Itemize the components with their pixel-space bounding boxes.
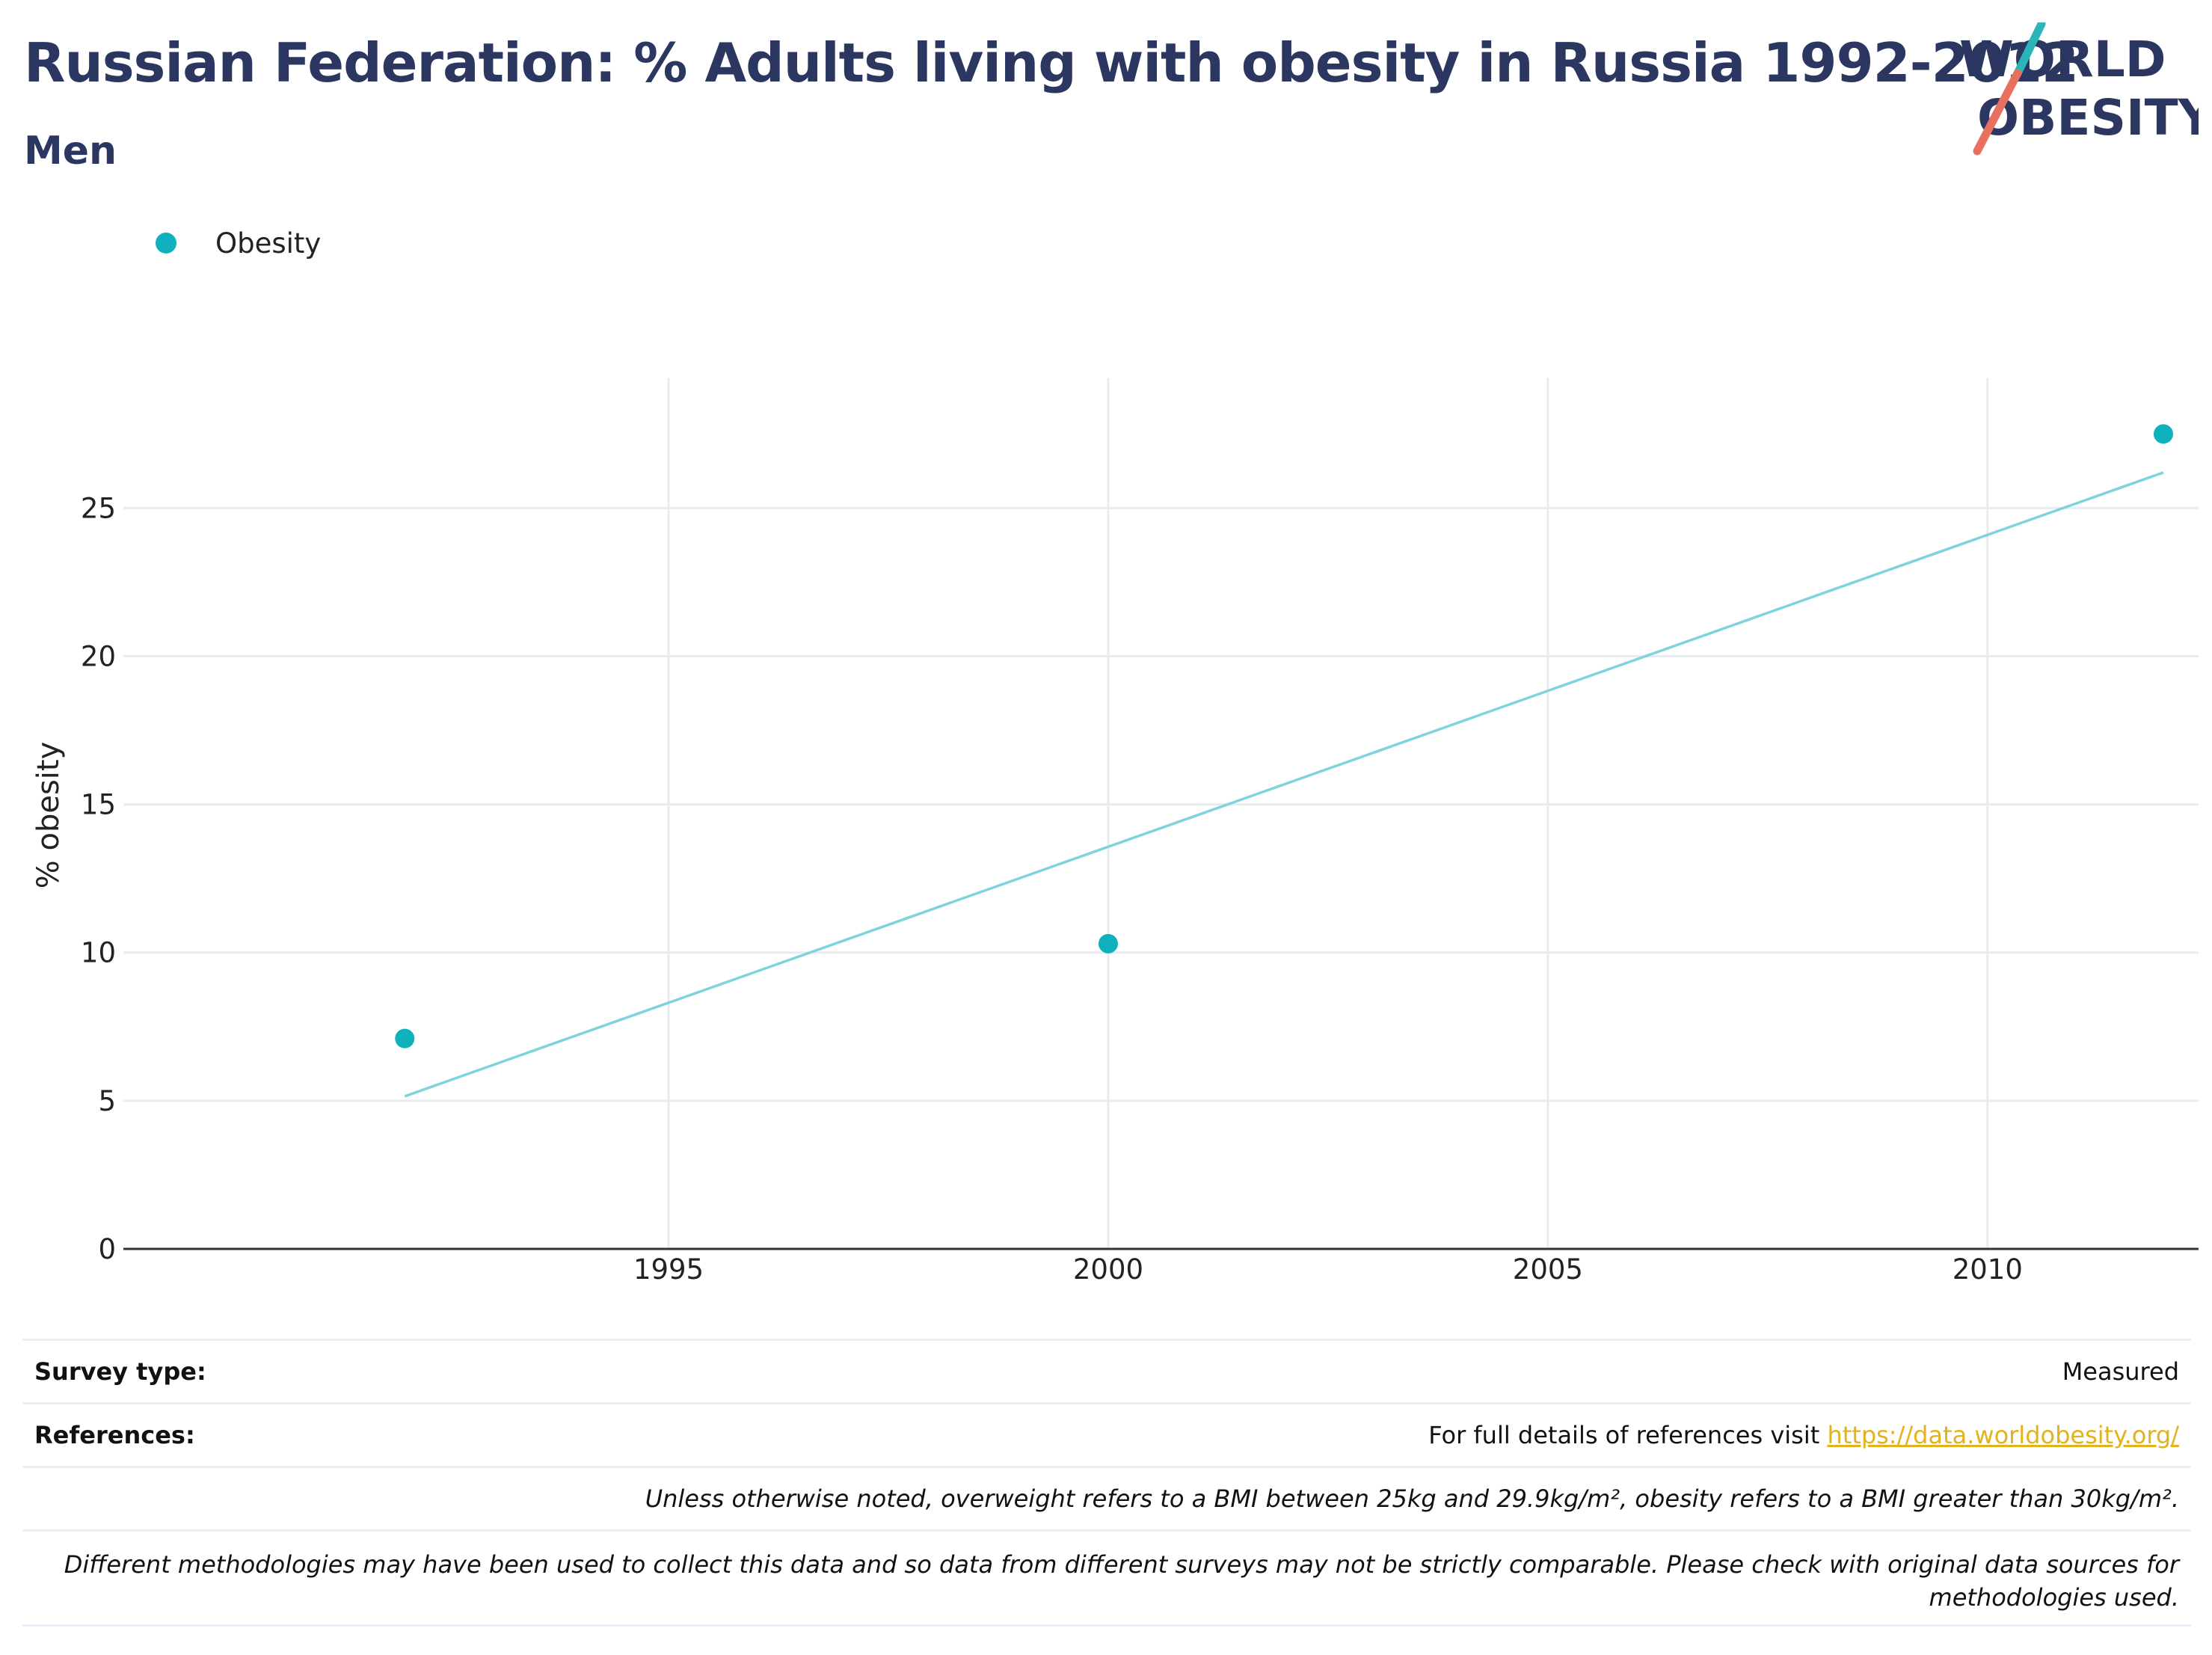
survey-type-row: Survey type: Measured	[22, 1339, 2191, 1402]
grid-lines	[123, 378, 2199, 1249]
methodology-note: Different methodologies may have been us…	[64, 1548, 2179, 1614]
bmi-note-row: Unless otherwise noted, overweight refer…	[22, 1466, 2191, 1529]
y-tick-label: 0	[98, 1233, 116, 1265]
x-tick-labels: 1995 2000 2005 2010	[633, 1253, 2023, 1286]
chart-plot-area: 0 5 10 15 20 25 1995 2000 2005 2010 % obesity	[0, 0, 2212, 1331]
references-value: For full details of references visit htt…	[1428, 1421, 2179, 1449]
survey-type-label: Survey type:	[34, 1357, 206, 1386]
references-row: References: For full details of referenc…	[22, 1402, 2191, 1466]
x-tick-label: 2010	[1953, 1253, 2023, 1286]
methodology-note-row: Different methodologies may have been us…	[22, 1529, 2191, 1627]
chart-footer: Survey type: Measured References: For fu…	[22, 1339, 2191, 1627]
methodology-note-line2: methodologies used.	[1929, 1583, 2179, 1612]
references-label: References:	[34, 1421, 195, 1449]
data-point[interactable]	[1099, 934, 1118, 954]
y-tick-labels: 0 5 10 15 20 25	[81, 492, 116, 1265]
y-tick-label: 15	[81, 789, 116, 821]
x-tick-label: 2005	[1513, 1253, 1583, 1286]
y-tick-label: 10	[81, 937, 116, 969]
references-text: For full details of references visit	[1428, 1421, 1827, 1449]
x-tick-label: 2000	[1073, 1253, 1143, 1286]
data-point[interactable]	[2154, 424, 2173, 443]
data-point[interactable]	[395, 1029, 414, 1048]
y-axis-label: % obesity	[31, 742, 66, 889]
x-tick-label: 1995	[633, 1253, 704, 1286]
y-tick-label: 25	[81, 492, 116, 524]
y-tick-label: 20	[81, 640, 116, 672]
y-tick-label: 5	[98, 1085, 116, 1117]
methodology-note-line1: Different methodologies may have been us…	[64, 1550, 2179, 1579]
references-link[interactable]: https://data.worldobesity.org/	[1827, 1421, 2179, 1449]
bmi-note: Unless otherwise noted, overweight refer…	[645, 1484, 2179, 1513]
survey-type-value: Measured	[2062, 1357, 2179, 1386]
data-points	[395, 424, 2173, 1048]
